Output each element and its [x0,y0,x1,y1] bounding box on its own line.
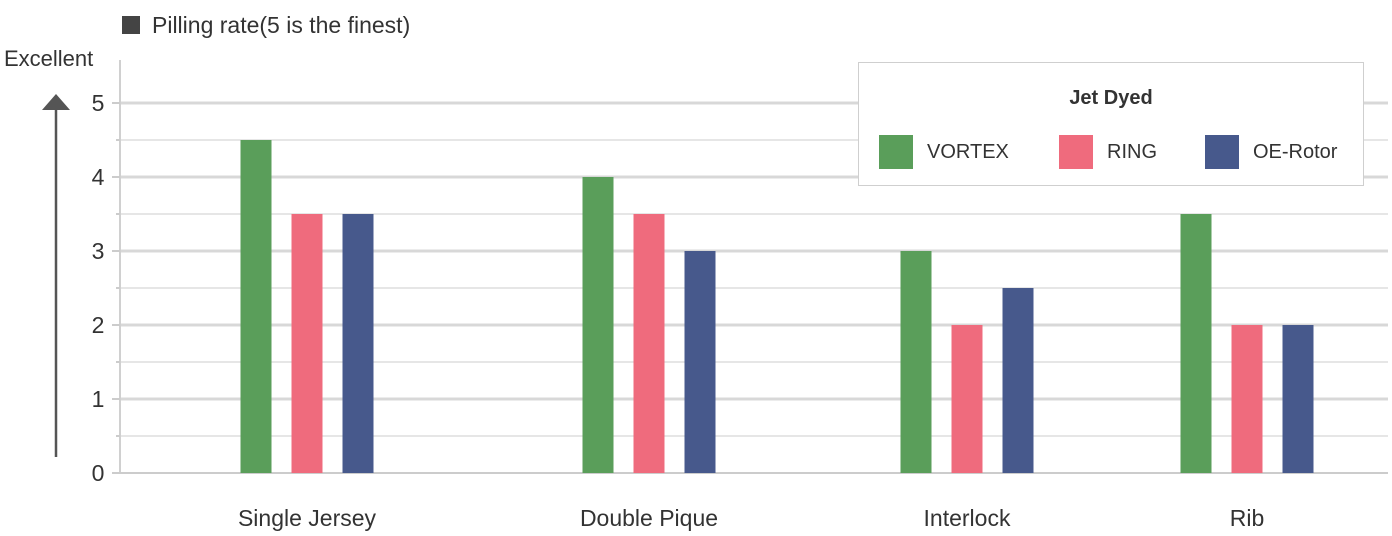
legend-swatch-vortex [879,135,913,169]
x-tick-label: Double Pique [580,505,718,531]
y-tick-label: 3 [92,238,105,264]
bar-vortex-interlock [900,251,932,473]
bar-vortex-double-pique [582,177,614,473]
legend-label-oe-rotor: OE-Rotor [1253,140,1338,163]
y-tick-label: 4 [92,164,105,190]
bar-ring-single-jersey [291,214,323,473]
chart-title-text: Pilling rate(5 is the finest) [152,11,411,38]
x-tick-label: Interlock [924,505,1011,531]
bar-oe-rotor-double-pique [684,251,716,473]
bar-oe-rotor-rib [1282,325,1314,473]
bar-vortex-single-jersey [240,140,272,473]
bar-vortex-rib [1180,214,1212,473]
legend-swatch-oe-rotor [1205,135,1239,169]
legend: Jet Dyed VORTEX RING OE-Rotor [858,62,1364,186]
legend-swatch-ring [1059,135,1093,169]
bars [240,140,1314,473]
y-tick-label: 2 [92,312,105,338]
legend-label-ring: RING [1107,140,1157,163]
arrow-up-icon [42,94,70,110]
x-tick-label: Single Jersey [238,505,377,531]
y-tick-label: 1 [92,386,105,412]
y-axis: 0 1 2 3 4 5 [42,60,1388,486]
chart-title: Pilling rate(5 is the finest) [122,10,410,40]
x-axis-labels: Single Jersey Double Pique Interlock Rib [238,505,1264,531]
legend-label-vortex: VORTEX [927,140,1009,163]
legend-item-oe-rotor: OE-Rotor [1205,135,1337,169]
x-tick-label: Rib [1230,505,1265,531]
legend-item-vortex: VORTEX [879,135,1009,169]
square-icon [122,16,140,34]
legend-title: Jet Dyed [1069,87,1153,109]
bar-ring-rib [1231,325,1263,473]
y-axis-label: Excellent [4,46,94,71]
bar-ring-interlock [951,325,983,473]
bar-oe-rotor-single-jersey [342,214,374,473]
legend-item-ring: RING [1059,135,1157,169]
bar-oe-rotor-interlock [1002,288,1034,473]
y-tick-label: 5 [92,90,105,116]
y-tick-label: 0 [92,460,105,486]
bar-ring-double-pique [633,214,665,473]
